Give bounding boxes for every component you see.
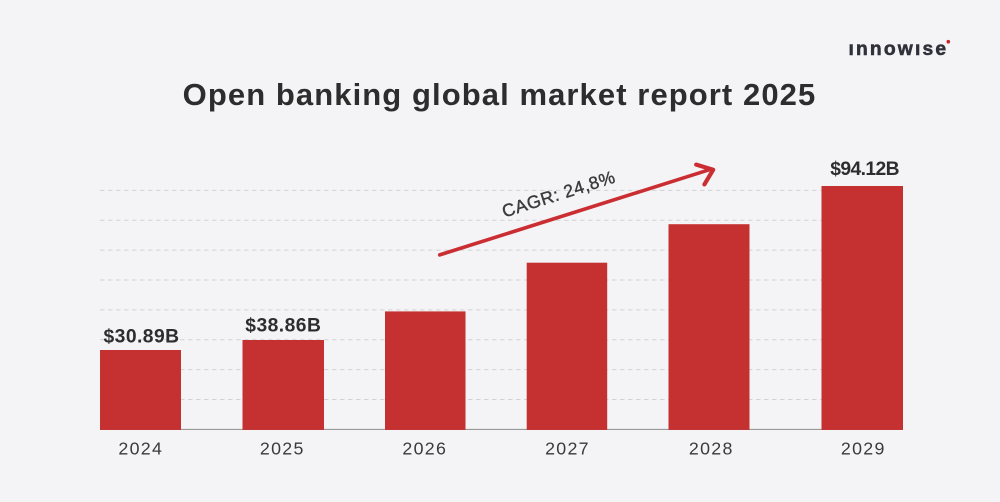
svg-text:2026: 2026 — [402, 439, 447, 459]
svg-text:Open banking global market rep: Open banking global market report 2025 — [183, 77, 817, 112]
svg-text:2024: 2024 — [118, 439, 163, 459]
svg-text:$94.12B: $94.12B — [830, 159, 899, 180]
svg-text:2029: 2029 — [841, 439, 886, 459]
svg-text:ınnowıse: ınnowıse — [849, 39, 949, 60]
svg-text:2028: 2028 — [689, 439, 734, 459]
svg-text:$38.86B: $38.86B — [245, 315, 321, 336]
svg-text:2027: 2027 — [545, 439, 590, 459]
svg-text:$30.89B: $30.89B — [103, 327, 179, 348]
svg-text:2025: 2025 — [260, 439, 305, 459]
